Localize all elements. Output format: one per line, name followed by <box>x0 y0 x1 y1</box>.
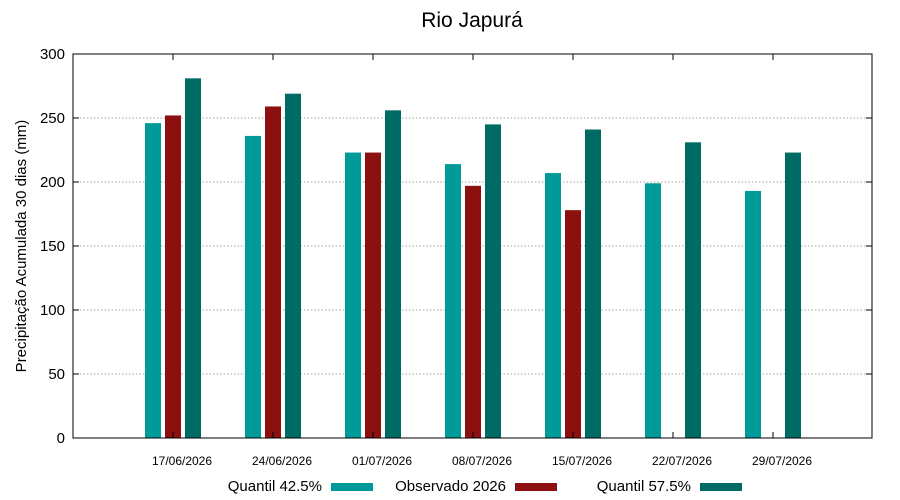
x-tick-label-6: 29/07/2026 <box>752 454 812 468</box>
bar-3-3 <box>385 110 401 438</box>
bar-1-5 <box>545 173 561 439</box>
y-axis-label: Precipitação Acumulada 30 dias (mm) <box>13 120 30 373</box>
bars <box>145 78 801 439</box>
legend-label-3: Quantil 57.5% <box>597 478 691 495</box>
bar-2-1 <box>165 115 181 438</box>
bar-3-7 <box>785 152 801 438</box>
legend-swatch-3 <box>700 483 742 491</box>
x-tick-label-1: 24/06/2026 <box>252 454 312 468</box>
y-tick-label-0: 0 <box>57 430 65 447</box>
legend-label-2: Observado 2026 <box>395 478 506 495</box>
legend: Quantil 42.5% Observado 2026 Quantil 57.5% <box>228 478 742 495</box>
bar-2-3 <box>365 152 381 438</box>
bar-3-2 <box>285 93 301 439</box>
bar-3-1 <box>185 78 201 438</box>
bar-2-4 <box>465 185 481 438</box>
x-tick-label-0: 17/06/2026 <box>152 454 212 468</box>
y-tick-label-1: 50 <box>48 366 65 383</box>
bar-1-7 <box>745 190 761 438</box>
bar-1-6 <box>645 183 661 438</box>
bar-1-2 <box>245 135 261 439</box>
legend-swatch-2 <box>515 483 557 491</box>
x-tick-label-4: 15/07/2026 <box>552 454 612 468</box>
y-tick-label-4: 200 <box>40 174 65 191</box>
bar-2-5 <box>565 210 581 438</box>
axis-ticks: 0 50 100 150 200 250 300 17/06/2026 24/06/2026 01… <box>40 46 872 468</box>
bar-2-2 <box>265 106 281 438</box>
x-tick-label-3: 08/07/2026 <box>452 454 512 468</box>
bar-3-6 <box>685 142 701 438</box>
y-tick-label-3: 150 <box>40 238 65 255</box>
y-tick-label-5: 250 <box>40 110 65 127</box>
legend-label-1: Quantil 42.5% <box>228 478 322 495</box>
bar-1-4 <box>445 164 461 438</box>
x-tick-label-5: 22/07/2026 <box>652 454 712 468</box>
bar-1-1 <box>145 123 161 439</box>
bar-3-4 <box>485 124 501 439</box>
x-tick-label-2: 01/07/2026 <box>352 454 412 468</box>
bar-1-3 <box>345 152 361 438</box>
chart-title: Rio Japurá <box>421 9 523 32</box>
bar-3-5 <box>585 129 601 438</box>
y-tick-label-6: 300 <box>40 46 65 63</box>
y-tick-label-2: 100 <box>40 302 65 319</box>
legend-swatch-1 <box>331 483 373 491</box>
